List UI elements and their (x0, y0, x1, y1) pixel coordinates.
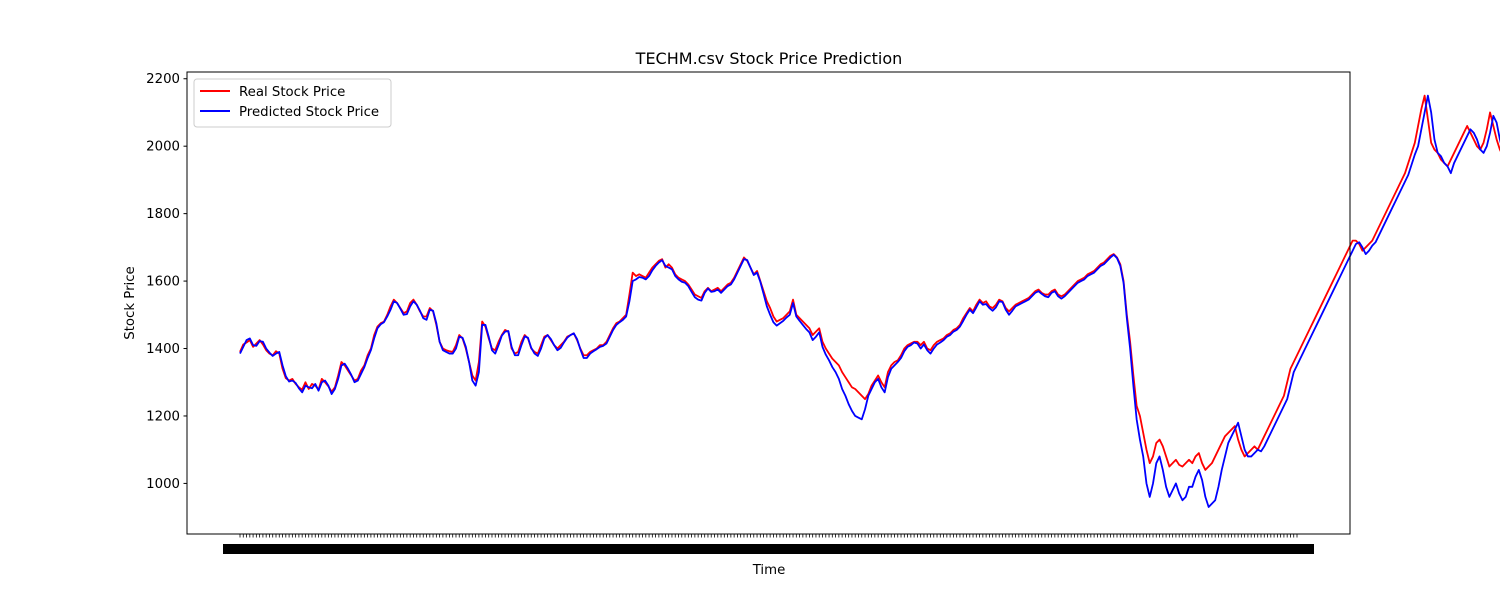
legend-label-real: Real Stock Price (239, 85, 345, 100)
legend-label-predicted: Predicted Stock Price (239, 105, 379, 120)
y-tick-label-2000: 2000 (146, 140, 180, 155)
x-axis-title: Time (752, 563, 786, 578)
y-tick-label-1400: 1400 (146, 342, 180, 357)
y-axis: 1000 1200 1400 1600 1800 2000 2200 (146, 72, 187, 492)
legend-box (193, 78, 392, 128)
y-axis-title: Stock Price (123, 266, 138, 339)
series-line-real (239, 94, 1500, 471)
series-line-predicted (239, 94, 1500, 508)
x-axis (200, 534, 1340, 554)
y-tick-label-1000: 1000 (146, 477, 180, 492)
y-tick-label-2200: 2200 (146, 72, 180, 87)
x-tick-label-end-left (200, 545, 210, 553)
x-tick-label-end-right (1330, 545, 1340, 553)
y-tick-label-1200: 1200 (146, 409, 180, 424)
series-layer (239, 94, 1500, 508)
x-ticks (239, 534, 1298, 538)
y-tick-label-1800: 1800 (146, 207, 180, 222)
legend: Real Stock Price Predicted Stock Price (193, 78, 392, 128)
x-tick-labels (200, 544, 1340, 554)
x-tick-label (1280, 544, 1314, 554)
y-tick-label-1600: 1600 (146, 275, 180, 290)
plot-frame (186, 71, 1351, 535)
chart-title: TECHM.csv Stock Price Prediction (635, 49, 903, 68)
